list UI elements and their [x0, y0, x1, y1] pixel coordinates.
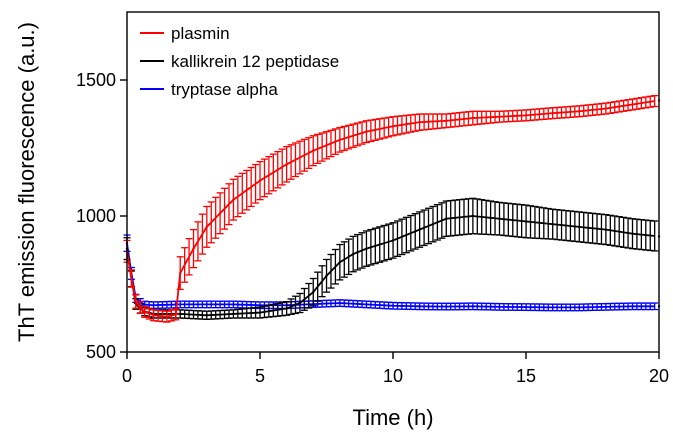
data-point	[141, 310, 145, 313]
data-point	[258, 311, 262, 314]
data-point	[418, 305, 421, 308]
data-point	[578, 306, 581, 309]
x-tick-label: 5	[255, 366, 265, 386]
x-tick-label: 15	[516, 366, 536, 386]
data-point	[391, 125, 395, 128]
data-point	[524, 220, 528, 223]
data-point	[498, 217, 501, 220]
data-point	[498, 115, 501, 118]
data-point	[285, 307, 288, 310]
data-point	[604, 305, 607, 309]
data-point	[391, 304, 395, 307]
series-kallikrein-12-peptidase	[123, 197, 661, 321]
data-point	[192, 247, 195, 250]
data-point	[205, 314, 208, 317]
data-point	[365, 130, 368, 133]
data-point	[418, 228, 421, 231]
data-point	[471, 116, 474, 120]
data-point	[445, 119, 448, 123]
data-point	[179, 271, 182, 275]
data-point	[631, 232, 634, 235]
data-point	[524, 305, 528, 309]
y-tick-label: 1500	[76, 70, 116, 90]
data-point	[179, 312, 182, 316]
data-point	[312, 149, 315, 152]
data-point	[604, 228, 607, 231]
data-point	[258, 179, 262, 182]
data-point	[391, 239, 395, 242]
data-point	[285, 163, 288, 166]
data-point	[205, 225, 208, 229]
data-point	[325, 274, 328, 278]
data-point	[205, 303, 208, 306]
legend-label: kallikrein 12 peptidase	[171, 52, 339, 71]
data-point	[133, 299, 137, 302]
series-layer	[123, 94, 661, 323]
x-tick-label: 20	[649, 366, 669, 386]
x-tick-label: 0	[122, 366, 132, 386]
data-point	[179, 303, 182, 306]
data-point	[551, 111, 554, 115]
legend-label: plasmin	[171, 24, 230, 43]
data-point	[152, 304, 155, 307]
data-point	[232, 198, 235, 201]
data-point	[551, 222, 554, 226]
data-point	[445, 305, 448, 308]
legend-label: tryptase alpha	[171, 80, 278, 99]
data-point	[232, 312, 235, 316]
data-point	[365, 247, 368, 250]
data-point	[551, 306, 554, 309]
data-point	[578, 110, 581, 113]
series-tryptase-alpha	[123, 234, 661, 312]
data-point	[351, 252, 355, 256]
data-point	[418, 120, 421, 124]
data-point	[578, 225, 581, 229]
data-point	[524, 114, 528, 117]
data-point	[218, 212, 222, 215]
data-point	[176, 312, 179, 316]
data-point	[498, 305, 501, 309]
data-point	[165, 315, 169, 318]
data-point	[631, 305, 634, 308]
data-point	[471, 305, 474, 308]
axis-layer: 0 5 10 15 20 500 1000 1500	[76, 70, 669, 386]
data-point	[312, 290, 315, 294]
data-point	[471, 214, 474, 218]
x-axis-label: Time (h)	[352, 405, 433, 430]
y-tick-label: 1000	[76, 206, 116, 226]
data-point	[338, 301, 341, 305]
series-plasmin	[123, 94, 661, 323]
data-point	[445, 217, 448, 220]
data-point	[338, 138, 341, 142]
series-line	[126, 243, 655, 309]
data-point	[298, 301, 302, 305]
data-point	[152, 314, 155, 317]
x-tick-label: 10	[383, 366, 403, 386]
data-point	[258, 304, 262, 307]
data-point	[604, 107, 607, 110]
series-line	[126, 100, 655, 318]
data-point	[338, 261, 341, 264]
y-axis-label: ThT emission fluorescence (a.u.)	[14, 22, 39, 342]
data-point	[631, 103, 634, 106]
series-line	[126, 215, 655, 317]
data-point	[232, 303, 235, 306]
legend: plasmin kallikrein 12 peptidase tryptase a…	[140, 24, 339, 99]
y-tick-label: 500	[86, 342, 116, 362]
data-point	[365, 303, 368, 306]
